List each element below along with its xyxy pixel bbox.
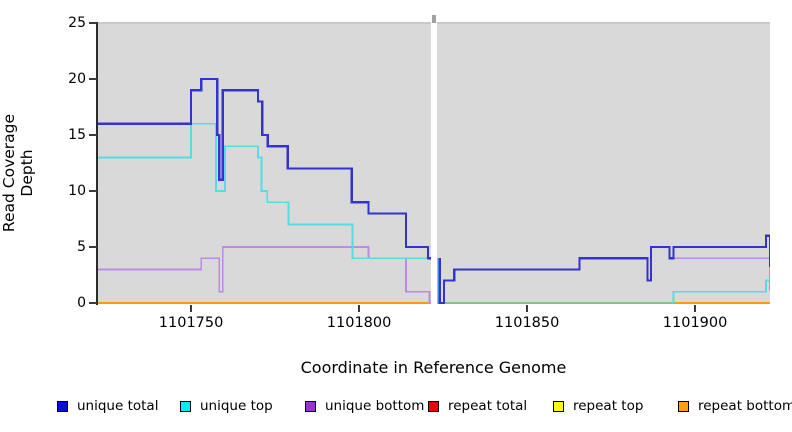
x-tick-mark [358, 305, 361, 312]
series-unique-total [438, 234, 770, 304]
y-tick-mark [89, 302, 97, 304]
y-tick-label: 25 [68, 15, 86, 31]
legend-swatch-icon [180, 400, 191, 412]
x-tick-label: 1101850 [494, 315, 560, 331]
y-tick-mark [89, 22, 97, 24]
y-tick-mark [89, 190, 97, 192]
legend-swatch-icon [305, 400, 316, 412]
y-tick-label: 15 [68, 127, 86, 143]
series-unique-total [97, 77, 431, 260]
legend-item: unique bottom [305, 397, 424, 415]
x-tick-label: 1101900 [662, 315, 728, 331]
x-axis-title: Coordinate in Reference Genome [300, 358, 567, 377]
series-unique-bottom [97, 246, 431, 304]
series-unique-top [672, 279, 770, 303]
legend-label: repeat total [448, 398, 528, 414]
legend-label: unique top [200, 398, 273, 414]
x-tick-label: 1101750 [158, 315, 224, 331]
y-axis-line [96, 22, 98, 305]
legend-label: unique total [77, 398, 159, 414]
legend-item: unique total [57, 397, 158, 415]
legend-label: repeat top [573, 398, 644, 414]
y-tick-label: 10 [68, 183, 86, 199]
y-tick-label: 20 [68, 71, 86, 87]
legend-swatch-icon [553, 400, 564, 412]
x-tick-mark [526, 305, 529, 312]
no-data-gap-band [431, 22, 437, 304]
legend-item: unique top [180, 397, 273, 415]
x-tick-label: 1101800 [326, 315, 392, 331]
x-tick-mark [190, 305, 193, 312]
chart-canvas [97, 22, 770, 304]
legend-swatch-icon [678, 400, 689, 412]
legend-label: unique bottom [325, 398, 425, 414]
legend-swatch-icon [57, 400, 68, 412]
y-tick-label: 5 [77, 239, 86, 255]
y-tick-mark [89, 134, 97, 136]
legend: unique total unique top unique bottom repea… [0, 397, 792, 419]
y-tick-label: 0 [77, 295, 86, 311]
y-axis-title: Read Coverage Depth [0, 113, 36, 233]
plot-area [97, 22, 770, 304]
y-tick-mark [89, 246, 97, 248]
series-unique-bottom [439, 246, 770, 304]
legend-label: repeat bottom [698, 398, 792, 414]
x-tick-mark [694, 305, 697, 312]
legend-swatch-icon [428, 400, 439, 412]
legend-item: repeat total [428, 397, 527, 415]
gap-band-top-mark [431, 15, 436, 23]
series-unique-top [97, 122, 431, 260]
y-tick-mark [89, 78, 97, 80]
legend-item: repeat top [553, 397, 643, 415]
legend-item: repeat bottom [678, 397, 792, 415]
